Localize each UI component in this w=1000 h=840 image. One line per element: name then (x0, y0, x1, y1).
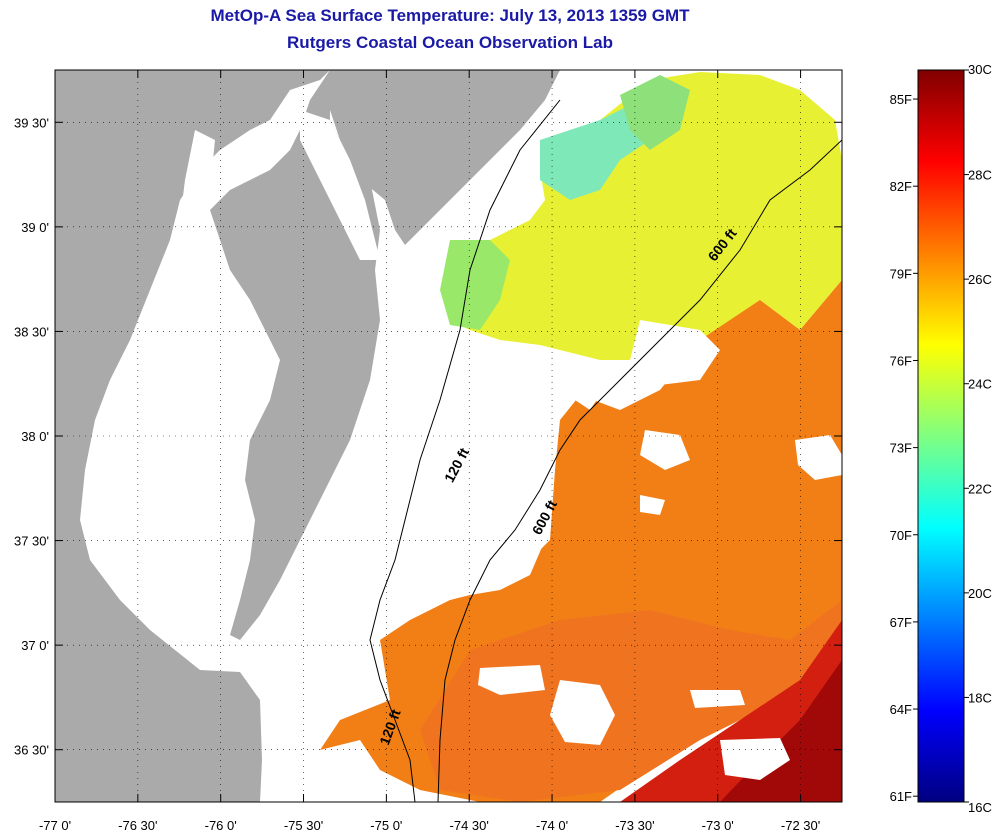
sst-green-region (440, 240, 510, 330)
cloud-gap (720, 738, 790, 780)
colorbar-fahrenheit-label: 73F (890, 441, 912, 456)
map-frame (54, 69, 843, 803)
lon-tick-label: -72 30' (781, 818, 820, 833)
land-new-jersey (330, 70, 560, 245)
lon-tick-label: -74 0' (536, 818, 568, 833)
lon-tick-label: -76 0' (205, 818, 237, 833)
lat-tick-label: 38 0' (21, 429, 49, 444)
lat-tick-label: 36 30' (14, 743, 49, 758)
colorbar-fahrenheit-labels: 85F 82F 79F 76F 73F 70F 67F 64F 61F (890, 92, 918, 804)
colorbar-fahrenheit-label: 82F (890, 179, 912, 194)
lon-tick-label: -74 30' (450, 818, 489, 833)
delaware-bay (300, 110, 380, 260)
cloud-gap (640, 495, 665, 515)
land-west (55, 70, 330, 802)
contour-600ft (437, 139, 842, 802)
colorbar-fahrenheit-label: 64F (890, 702, 912, 717)
cloud-gap (420, 510, 545, 605)
lon-tick-label: -73 0' (702, 818, 734, 833)
map-subtitle: Rutgers Coastal Ocean Observation Lab (287, 33, 613, 52)
lat-tick-label: 38 30' (14, 324, 49, 339)
cloud-gap (690, 690, 745, 708)
colorbar-celsius-label: 28C (968, 168, 992, 183)
cloud-gap (640, 430, 690, 470)
lon-tick-label: -77 0' (39, 818, 71, 833)
chesapeake-bay (170, 130, 235, 660)
cloud-gap (630, 320, 720, 385)
colorbar-celsius-label: 24C (968, 377, 992, 392)
longitude-labels: -77 0' -76 30' -76 0' -75 30' -75 0' -74 30' -… (39, 818, 820, 833)
cloud-gap (795, 435, 842, 480)
sst-orange-south (420, 600, 842, 802)
lat-tick-label: 37 0' (21, 638, 49, 653)
cloud-gap (478, 665, 545, 695)
lon-tick-label: -73 30' (615, 818, 654, 833)
sst-yellow-region (445, 72, 842, 360)
lat-tick-label: 37 30' (14, 534, 49, 549)
bathymetry-contours (369, 99, 842, 802)
latitude-labels: 39 30' 39 0' 38 30' 38 0' 37 30' 37 0' 36 30' (14, 115, 49, 757)
lat-tick-label: 39 0' (21, 220, 49, 235)
colorbar-fahrenheit-label: 67F (890, 615, 912, 630)
colorbar-celsius-label: 22C (968, 481, 992, 496)
lon-tick-label: -76 30' (118, 818, 157, 833)
contour-120ft (369, 99, 561, 802)
colorbar-fahrenheit-label: 61F (890, 789, 912, 804)
lon-tick-label: -75 30' (284, 818, 323, 833)
colorbar-celsius-labels: 30C 28C 26C 24C 22C 20C 18C 16C (964, 62, 992, 815)
colorbar-celsius-label: 16C (968, 800, 992, 815)
colorbar-celsius-label: 30C (968, 62, 992, 77)
colorbar-fahrenheit-label: 76F (890, 353, 912, 368)
map-title: MetOp-A Sea Surface Temperature: July 13… (210, 6, 690, 25)
colorbar-celsius-label: 26C (968, 272, 992, 287)
colorbar-fahrenheit-label: 79F (890, 266, 912, 281)
sst-darkred-region (720, 660, 842, 802)
colorbar-fahrenheit-label: 85F (890, 92, 912, 107)
lat-tick-label: 39 30' (14, 115, 49, 130)
cloud-gap (575, 380, 600, 410)
colorbar (917, 69, 965, 803)
colorbar-fahrenheit-label: 70F (890, 528, 912, 543)
map-area[interactable] (55, 70, 842, 802)
colorbar-celsius-label: 18C (968, 690, 992, 705)
sst-green-north (620, 75, 690, 150)
colorbar-celsius-label: 20C (968, 586, 992, 601)
lon-tick-label: -75 0' (370, 818, 402, 833)
cloud-gap (550, 680, 615, 745)
